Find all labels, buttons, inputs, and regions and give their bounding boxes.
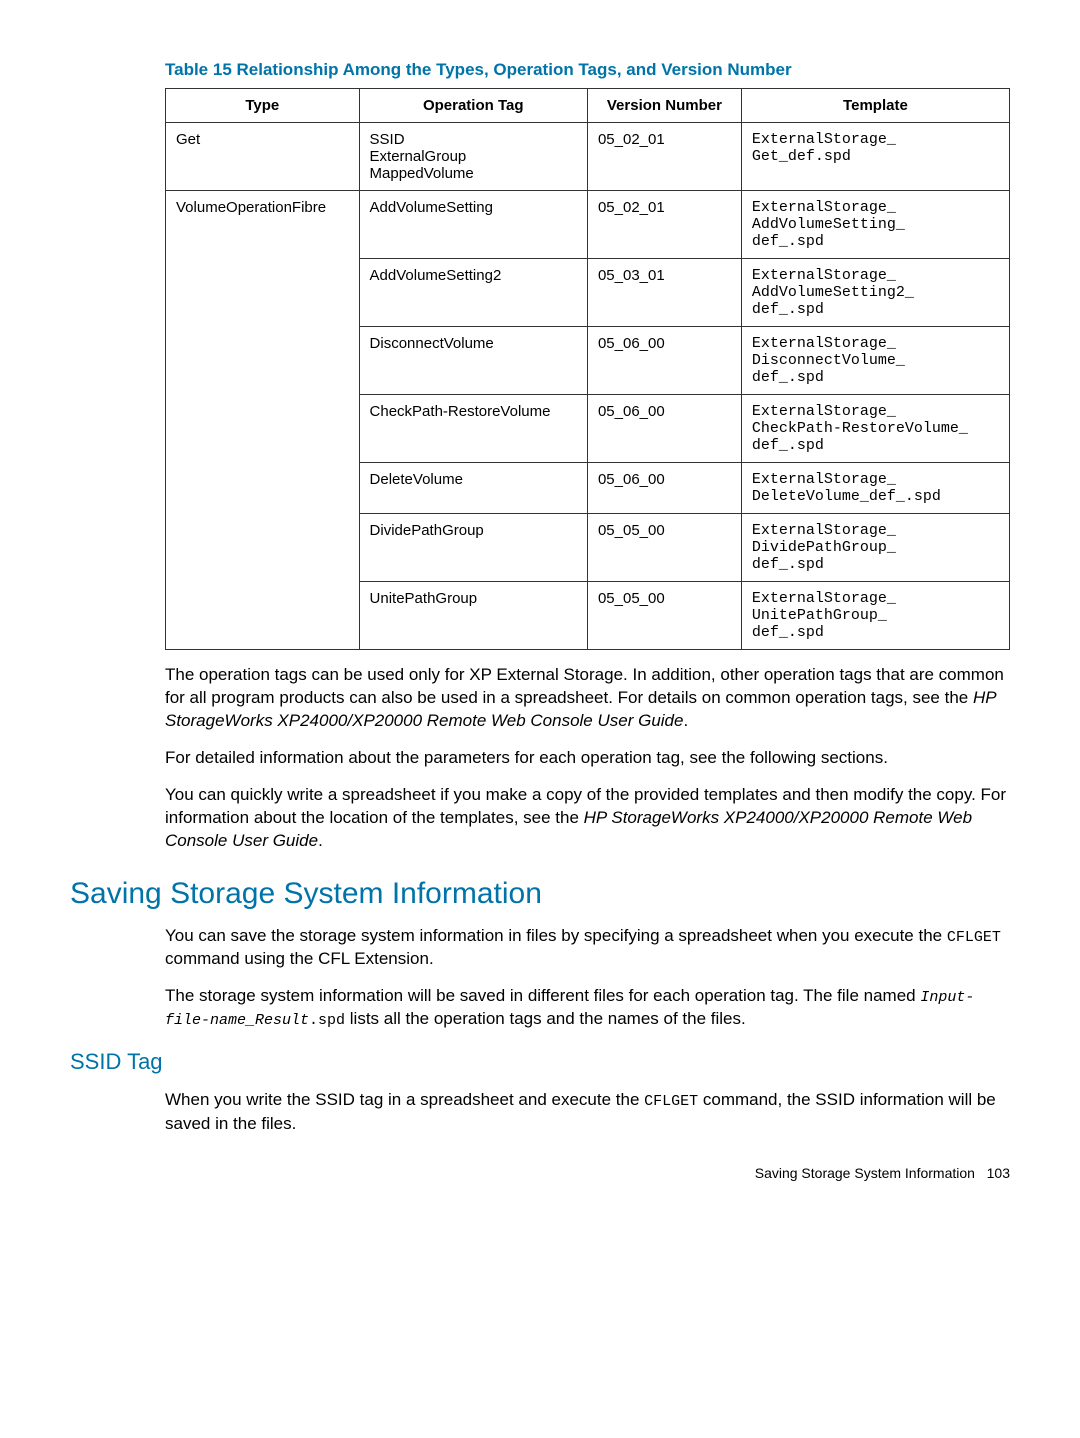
para6-code: CFLGET bbox=[644, 1093, 698, 1110]
footer-text: Saving Storage System Information bbox=[755, 1165, 975, 1181]
table-caption-text: Relationship Among the Types, Operation … bbox=[237, 60, 792, 79]
tpl-l2: DividePathGroup_ bbox=[752, 539, 999, 556]
para1-b: . bbox=[683, 711, 688, 730]
cell-ver: 05_06_00 bbox=[587, 463, 741, 514]
cell-op: DividePathGroup bbox=[359, 514, 587, 582]
tpl-l1: ExternalStorage_ bbox=[752, 131, 999, 148]
table-row: Get SSID ExternalGroup MappedVolume 05_0… bbox=[166, 123, 1010, 191]
tpl-l3: def_.spd bbox=[752, 437, 999, 454]
para3-b: . bbox=[318, 831, 323, 850]
tpl-l2: Get_def.spd bbox=[752, 148, 999, 165]
cell-op: SSID ExternalGroup MappedVolume bbox=[359, 123, 587, 191]
relationship-table: Type Operation Tag Version Number Templa… bbox=[165, 88, 1010, 650]
cell-ver: 05_06_00 bbox=[587, 327, 741, 395]
cell-op: DeleteVolume bbox=[359, 463, 587, 514]
tpl-l3: def_.spd bbox=[752, 624, 999, 641]
cell-tpl: ExternalStorage_ DividePathGroup_ def_.s… bbox=[741, 514, 1009, 582]
tpl-l2: UnitePathGroup_ bbox=[752, 607, 999, 624]
cell-ver: 05_02_01 bbox=[587, 123, 741, 191]
subsection-heading-ssid: SSID Tag bbox=[70, 1049, 1010, 1075]
cell-ver: 05_03_01 bbox=[587, 259, 741, 327]
paragraph: The storage system information will be s… bbox=[165, 985, 1010, 1032]
table-row: VolumeOperationFibre AddVolumeSetting 05… bbox=[166, 191, 1010, 259]
tpl-l1: ExternalStorage_ bbox=[752, 199, 999, 216]
footer-page: 103 bbox=[987, 1165, 1010, 1181]
op-l2: ExternalGroup bbox=[370, 148, 577, 165]
para5-a: The storage system information will be s… bbox=[165, 986, 920, 1005]
para4-code: CFLGET bbox=[947, 929, 1001, 946]
cell-op: UnitePathGroup bbox=[359, 582, 587, 650]
section-heading-saving: Saving Storage System Information bbox=[70, 877, 1010, 911]
table-caption: Table 15 Relationship Among the Types, O… bbox=[165, 60, 1010, 80]
cell-ver: 05_05_00 bbox=[587, 582, 741, 650]
tpl-l1: ExternalStorage_ bbox=[752, 403, 999, 420]
tpl-l2: DeleteVolume_def_.spd bbox=[752, 488, 999, 505]
cell-tpl: ExternalStorage_ DisconnectVolume_ def_.… bbox=[741, 327, 1009, 395]
tpl-l2: AddVolumeSetting_ bbox=[752, 216, 999, 233]
cell-ver: 05_05_00 bbox=[587, 514, 741, 582]
cell-tpl: ExternalStorage_ AddVolumeSetting2_ def_… bbox=[741, 259, 1009, 327]
cell-op: AddVolumeSetting2 bbox=[359, 259, 587, 327]
table-header-row: Type Operation Tag Version Number Templa… bbox=[166, 89, 1010, 123]
paragraph: When you write the SSID tag in a spreads… bbox=[165, 1089, 1010, 1135]
cell-ver: 05_06_00 bbox=[587, 395, 741, 463]
tpl-l1: ExternalStorage_ bbox=[752, 267, 999, 284]
para6-a: When you write the SSID tag in a spreads… bbox=[165, 1090, 644, 1109]
col-type: Type bbox=[166, 89, 360, 123]
tpl-l1: ExternalStorage_ bbox=[752, 471, 999, 488]
paragraph: You can save the storage system informat… bbox=[165, 925, 1010, 971]
tpl-l1: ExternalStorage_ bbox=[752, 590, 999, 607]
page-footer: Saving Storage System Information 103 bbox=[70, 1165, 1010, 1181]
paragraph: The operation tags can be used only for … bbox=[165, 664, 1010, 733]
col-version-number: Version Number bbox=[587, 89, 741, 123]
tpl-l2: DisconnectVolume_ bbox=[752, 352, 999, 369]
para5-b: .spd bbox=[309, 1012, 345, 1029]
op-l3: MappedVolume bbox=[370, 165, 577, 182]
paragraph: You can quickly write a spreadsheet if y… bbox=[165, 784, 1010, 853]
para4-a: You can save the storage system informat… bbox=[165, 926, 947, 945]
cell-tpl: ExternalStorage_ DeleteVolume_def_.spd bbox=[741, 463, 1009, 514]
op-l1: SSID bbox=[370, 131, 577, 148]
tpl-l1: ExternalStorage_ bbox=[752, 522, 999, 539]
paragraph: For detailed information about the param… bbox=[165, 747, 1010, 770]
tpl-l3: def_.spd bbox=[752, 233, 999, 250]
tpl-l2: AddVolumeSetting2_ bbox=[752, 284, 999, 301]
para4-b: command using the CFL Extension. bbox=[165, 949, 434, 968]
tpl-l3: def_.spd bbox=[752, 301, 999, 318]
tpl-l3: def_.spd bbox=[752, 556, 999, 573]
cell-tpl: ExternalStorage_ AddVolumeSetting_ def_.… bbox=[741, 191, 1009, 259]
col-template: Template bbox=[741, 89, 1009, 123]
cell-tpl: ExternalStorage_ UnitePathGroup_ def_.sp… bbox=[741, 582, 1009, 650]
table-caption-prefix: Table 15 bbox=[165, 60, 232, 79]
cell-type: Get bbox=[166, 123, 360, 191]
cell-ver: 05_02_01 bbox=[587, 191, 741, 259]
cell-op: CheckPath-RestoreVolume bbox=[359, 395, 587, 463]
tpl-l1: ExternalStorage_ bbox=[752, 335, 999, 352]
para5-c: lists all the operation tags and the nam… bbox=[345, 1009, 746, 1028]
tpl-l2: CheckPath-RestoreVolume_ bbox=[752, 420, 999, 437]
cell-op: DisconnectVolume bbox=[359, 327, 587, 395]
cell-type: VolumeOperationFibre bbox=[166, 191, 360, 650]
para1-a: The operation tags can be used only for … bbox=[165, 665, 1004, 707]
cell-tpl: ExternalStorage_ CheckPath-RestoreVolume… bbox=[741, 395, 1009, 463]
col-operation-tag: Operation Tag bbox=[359, 89, 587, 123]
tpl-l3: def_.spd bbox=[752, 369, 999, 386]
cell-tpl: ExternalStorage_ Get_def.spd bbox=[741, 123, 1009, 191]
cell-op: AddVolumeSetting bbox=[359, 191, 587, 259]
